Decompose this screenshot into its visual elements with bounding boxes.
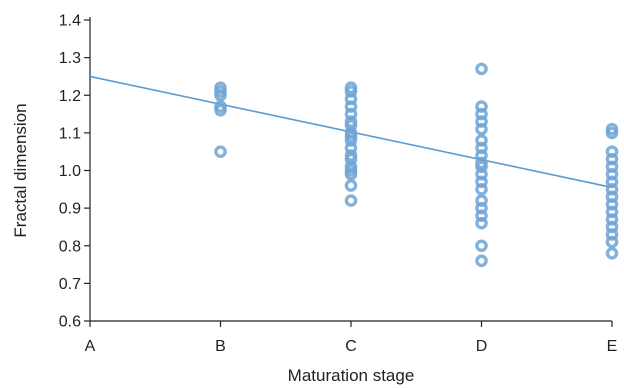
x-tick-label: C <box>345 338 357 355</box>
y-tick-label: 1.2 <box>59 88 81 105</box>
x-axis-ticks: A B C D E <box>85 321 618 355</box>
data-point <box>605 126 619 140</box>
y-axis-title: Fractal dimension <box>11 103 30 237</box>
x-tick-label: E <box>607 338 618 355</box>
y-tick-label: 0.6 <box>59 314 81 331</box>
data-point <box>475 62 488 76</box>
x-tick-label: D <box>476 338 488 355</box>
data-point <box>344 167 358 181</box>
data-point <box>214 104 227 117</box>
data-point <box>475 216 488 230</box>
data-point <box>344 179 358 192</box>
data-point <box>344 194 358 207</box>
data-point <box>475 183 488 196</box>
data-point <box>475 122 488 136</box>
y-tick-label: 0.7 <box>59 276 81 293</box>
data-points <box>214 62 619 268</box>
y-tick-label: 1.1 <box>59 125 81 142</box>
data-point <box>605 235 619 249</box>
y-tick-label: 1.0 <box>59 163 81 180</box>
x-axis-title: Maturation stage <box>288 366 415 385</box>
data-point <box>214 145 227 158</box>
data-point <box>214 88 227 102</box>
data-point <box>475 254 488 268</box>
y-tick-label: 1.4 <box>59 13 81 30</box>
data-point <box>475 239 488 253</box>
x-tick-label: B <box>215 338 226 355</box>
y-tick-label: 1.3 <box>59 50 81 67</box>
x-tick-label: A <box>85 338 96 355</box>
y-tick-label: 0.9 <box>59 201 81 218</box>
y-axis-ticks: 0.6 0.7 0.8 0.9 1.0 1.1 1.2 1.3 1.4 <box>59 13 90 331</box>
data-point <box>605 246 619 260</box>
y-tick-label: 0.8 <box>59 238 81 255</box>
